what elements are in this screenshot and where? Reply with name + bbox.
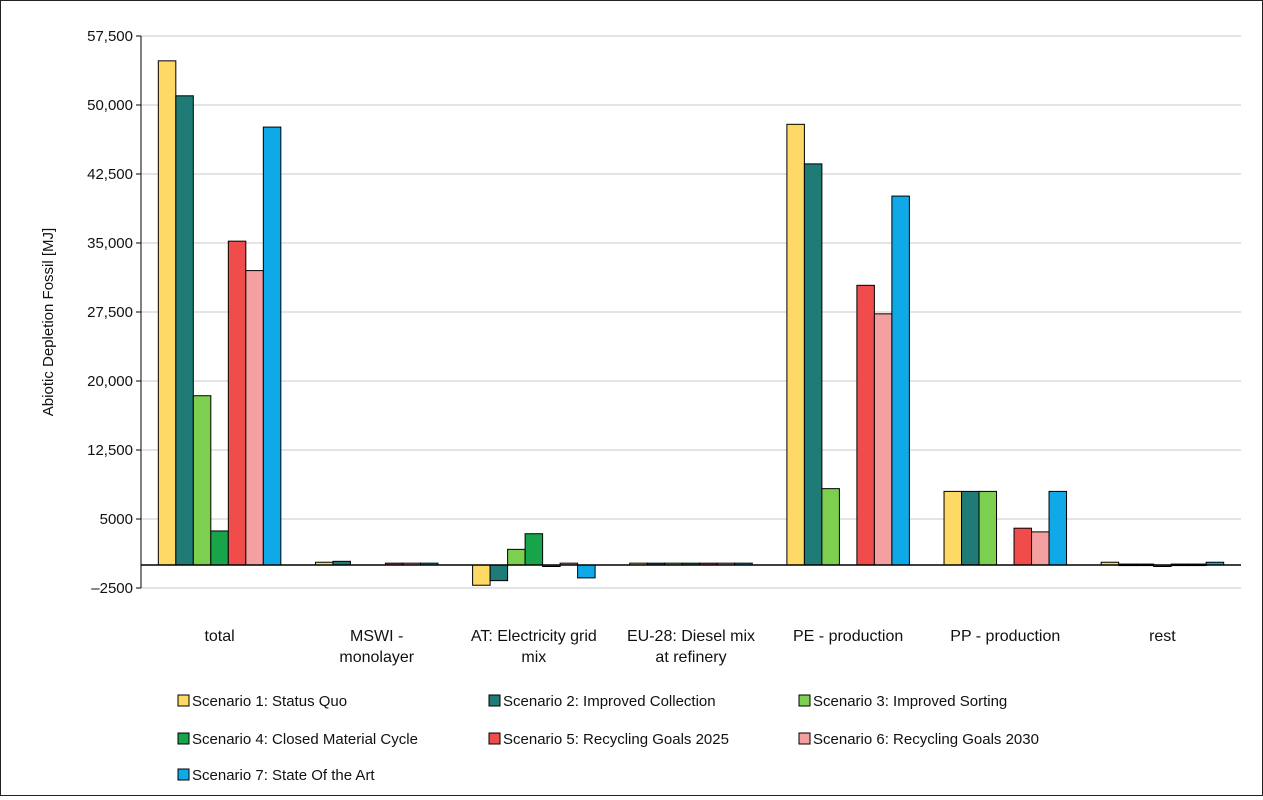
bar xyxy=(961,490,980,566)
bar xyxy=(175,95,194,566)
bar xyxy=(873,313,893,566)
x-category-label: mix xyxy=(521,649,546,666)
legend-swatch xyxy=(488,732,501,745)
x-category-labels: total MSWI - monolayer AT: Electricity grid… xyxy=(204,628,1176,666)
bar xyxy=(472,564,491,586)
bar xyxy=(507,548,526,566)
y-tick-label: 27,500 xyxy=(87,304,133,321)
legend-label: Scenario 1: Status Quo xyxy=(192,693,347,710)
y-axis-label: Abiotic Depletion Fossil [MJ] xyxy=(40,228,57,416)
y-tick-label: 5000 xyxy=(100,511,133,528)
y-tick-label: 12,500 xyxy=(87,442,133,459)
bar xyxy=(943,490,963,566)
bar xyxy=(577,564,596,579)
y-tick-label: 35,000 xyxy=(87,235,133,252)
bar xyxy=(262,126,282,566)
bar xyxy=(856,284,875,566)
legend-swatch xyxy=(177,732,190,745)
y-tick-label: 42,500 xyxy=(87,166,133,183)
bar xyxy=(978,490,998,566)
bar xyxy=(803,163,823,566)
x-category-label: total xyxy=(204,628,234,645)
bar xyxy=(524,533,544,566)
bar xyxy=(1013,527,1033,566)
legend-label: Scenario 5: Recycling Goals 2025 xyxy=(503,731,729,748)
legend-label: Scenario 3: Improved Sorting xyxy=(813,693,1007,710)
legend-swatch xyxy=(798,694,811,707)
legend-swatch xyxy=(177,694,190,707)
bar xyxy=(245,270,264,566)
bar xyxy=(210,530,229,566)
x-category-label: at refinery xyxy=(655,649,726,666)
x-category-label: AT: Electricity grid xyxy=(471,628,597,645)
y-tick-label: 50,000 xyxy=(87,97,133,114)
x-category-label: rest xyxy=(1149,628,1176,645)
legend-swatch xyxy=(177,768,190,781)
gridlines xyxy=(141,35,1241,589)
legend-label: Scenario 2: Improved Collection xyxy=(503,693,716,710)
legend-label: Scenario 7: State Of the Art xyxy=(192,767,375,784)
legend-swatch xyxy=(488,694,501,707)
legend: Scenario 1: Status Quo Scenario 2: Improv… xyxy=(177,693,1039,784)
bars xyxy=(157,60,1225,586)
bar xyxy=(821,488,840,566)
bar xyxy=(489,564,509,582)
y-tick-label: 57,500 xyxy=(87,28,133,45)
bar xyxy=(157,60,177,566)
y-tick-label: –2500 xyxy=(91,580,133,597)
x-category-label: monolayer xyxy=(339,649,414,666)
bar xyxy=(227,240,247,566)
bar xyxy=(891,195,910,566)
bar xyxy=(192,395,212,566)
x-category-label: MSWI - xyxy=(350,628,403,645)
x-category-label: PE - production xyxy=(793,628,903,645)
legend-label: Scenario 6: Recycling Goals 2030 xyxy=(813,731,1039,748)
x-category-label: EU-28: Diesel mix xyxy=(627,628,755,645)
legend-label: Scenario 4: Closed Material Cycle xyxy=(192,731,418,748)
bar xyxy=(786,123,805,566)
y-tick-labels: 57,500 50,000 42,500 35,000 27,500 20,000 12,5… xyxy=(87,28,141,597)
x-category-label: PP - production xyxy=(950,628,1060,645)
bar xyxy=(1048,490,1068,566)
legend-swatch xyxy=(798,732,811,745)
bar xyxy=(1031,531,1050,566)
y-tick-label: 20,000 xyxy=(87,373,133,390)
